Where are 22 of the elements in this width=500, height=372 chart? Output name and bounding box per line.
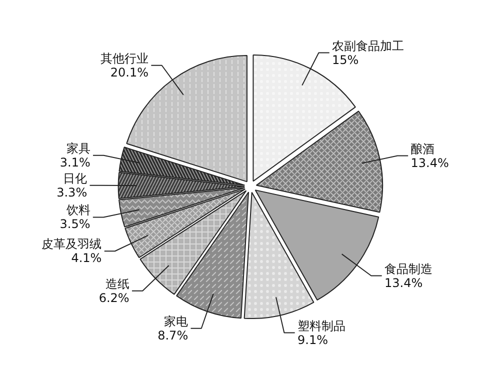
data-label: 3.3% [56,185,88,200]
slice-label: 其他行业 [100,51,149,66]
data-label: 6.2% [98,290,130,305]
slice-label: 农副食品加工 [332,38,404,53]
slice-label: 家电 [164,314,188,328]
slice-label: 食品制造 [384,262,432,276]
data-label: 15% [332,52,359,67]
data-label: 8.7% [158,328,188,342]
data-label: 13.4% [384,276,423,290]
slice-label: 日化 [63,171,88,186]
data-label: 4.1% [71,251,102,266]
slice-label: 皮革及羽绒 [42,237,102,252]
slice-label: 塑料制品 [297,318,346,333]
data-label: 3.1% [60,155,90,170]
slice-label: 饮料 [65,203,90,218]
slice-label: 造纸 [105,276,130,291]
data-label: 3.5% [60,217,90,232]
data-label: 20.1% [110,65,149,80]
data-label: 13.4% [410,156,449,170]
slice-label: 家具 [66,141,90,156]
slice-label: 酿酒 [410,142,435,156]
data-label: 9.1% [297,332,328,347]
